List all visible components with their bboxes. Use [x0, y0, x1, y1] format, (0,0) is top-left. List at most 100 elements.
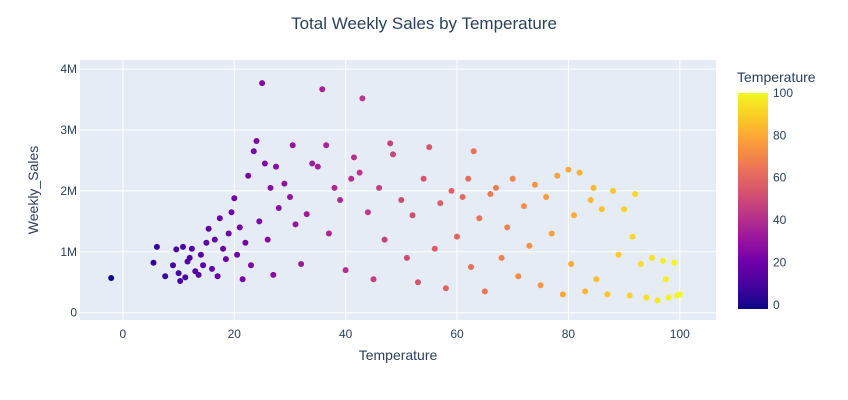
data-point	[509, 175, 516, 182]
colorbar-tick-label: 100	[773, 86, 793, 100]
data-point	[173, 246, 180, 253]
data-point	[325, 230, 332, 237]
data-point	[398, 197, 405, 203]
data-point	[234, 251, 241, 258]
data-point	[587, 197, 594, 203]
data-point	[108, 275, 115, 281]
data-point	[364, 209, 371, 216]
data-point	[256, 218, 263, 225]
data-point	[170, 262, 176, 269]
data-point	[245, 172, 252, 179]
data-point	[604, 291, 611, 298]
colorbar-tick-label: 40	[773, 213, 787, 227]
colorbar-tick-label: 0	[773, 298, 780, 312]
data-point	[487, 191, 494, 197]
data-point	[565, 166, 572, 173]
data-point	[548, 230, 555, 237]
data-point	[621, 206, 628, 213]
data-point	[437, 200, 444, 207]
data-point	[203, 239, 210, 246]
data-point	[459, 194, 466, 200]
data-point	[520, 203, 527, 210]
data-point	[153, 243, 160, 250]
data-point	[337, 197, 344, 203]
chart-title: Total Weekly Sales by Temperature	[291, 14, 557, 33]
data-point	[576, 169, 583, 176]
data-point	[186, 254, 193, 261]
data-point	[448, 187, 455, 194]
data-point	[209, 265, 215, 272]
data-point	[220, 245, 227, 252]
data-point	[197, 251, 204, 258]
data-point	[273, 163, 279, 170]
data-point	[225, 230, 232, 237]
data-point	[175, 270, 182, 277]
data-point	[298, 261, 305, 267]
data-point	[261, 160, 268, 167]
data-point	[239, 276, 246, 283]
data-point	[348, 175, 355, 182]
points	[108, 80, 683, 304]
y-tick-label: 1M	[60, 245, 77, 259]
data-point	[228, 209, 235, 216]
y-tick-label: 4M	[60, 62, 77, 76]
x-axis-title: Temperature	[359, 347, 438, 363]
data-point	[660, 257, 667, 264]
data-point	[248, 262, 254, 269]
data-point	[468, 264, 474, 270]
y-tick-label: 3M	[60, 123, 77, 137]
data-point	[289, 142, 296, 149]
x-tick-label: 40	[339, 327, 353, 341]
data-point	[610, 187, 616, 194]
data-point	[637, 261, 644, 267]
data-point	[442, 285, 449, 292]
data-point	[470, 148, 477, 155]
colorbar	[738, 93, 768, 309]
data-point	[231, 195, 238, 202]
x-tick-label: 60	[450, 327, 464, 341]
data-point	[476, 215, 483, 222]
data-point	[287, 194, 293, 200]
data-point	[216, 215, 223, 222]
data-point	[526, 242, 533, 249]
data-point	[236, 224, 243, 231]
data-point	[242, 239, 249, 246]
data-point	[214, 273, 221, 280]
data-point	[665, 294, 672, 301]
data-point	[270, 271, 277, 278]
data-point	[409, 212, 416, 219]
data-point	[626, 292, 633, 299]
data-point	[205, 225, 212, 232]
data-point	[559, 291, 566, 298]
data-point	[267, 184, 274, 191]
data-point	[381, 236, 388, 243]
data-point	[323, 142, 330, 149]
colorbar-tick-labels: 0 20 40 60 80 100	[773, 86, 793, 312]
data-point	[211, 236, 218, 243]
data-point	[259, 80, 266, 87]
data-point	[303, 211, 310, 218]
data-point	[632, 191, 639, 197]
data-point	[309, 160, 316, 167]
data-point	[376, 184, 383, 191]
data-point	[493, 184, 499, 191]
data-point	[415, 279, 421, 286]
data-point	[275, 205, 282, 211]
data-point	[649, 254, 655, 261]
data-point	[426, 144, 433, 151]
data-point	[195, 271, 202, 278]
data-point	[654, 297, 661, 304]
data-point	[568, 261, 575, 267]
data-point	[292, 221, 299, 228]
y-tick-labels: 0 1M 2M 3M 4M	[60, 62, 77, 320]
x-tick-label: 80	[562, 327, 576, 341]
data-point	[615, 251, 622, 258]
data-point	[351, 154, 357, 161]
data-point	[253, 138, 260, 144]
data-point	[200, 262, 207, 269]
data-point	[314, 163, 321, 170]
data-point	[420, 175, 427, 182]
data-point	[590, 184, 597, 191]
data-point	[662, 276, 669, 283]
